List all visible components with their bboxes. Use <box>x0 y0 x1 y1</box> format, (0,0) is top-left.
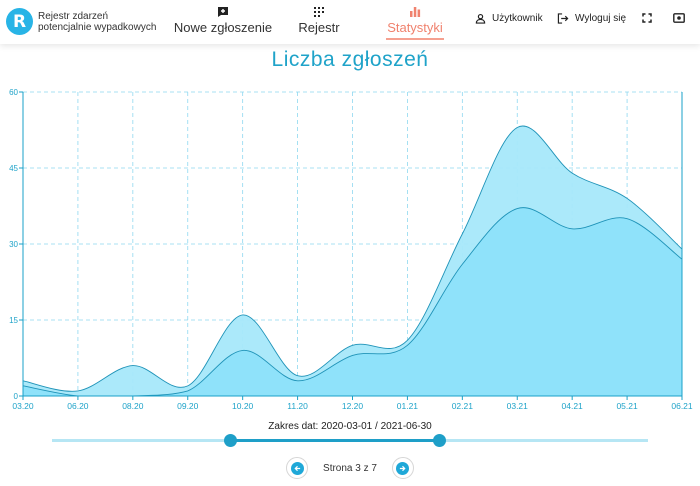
x-tick-label: 06.20 <box>67 401 89 411</box>
slider-selected-range <box>230 439 440 442</box>
money-icon <box>673 13 685 23</box>
logout-button[interactable]: Wyloguj się <box>557 13 626 24</box>
x-tick-label: 03.21 <box>507 401 529 411</box>
user-icon <box>475 13 486 24</box>
fullscreen-icon <box>642 13 652 23</box>
prev-page-button[interactable] <box>286 457 309 479</box>
nav-statistics[interactable]: Statystyki <box>386 6 444 40</box>
slider-end-handle[interactable] <box>432 434 446 447</box>
date-range-label: Zakres dat: 2020-03-01 / 2021-06-30 <box>268 421 432 432</box>
fullscreen-button[interactable] <box>642 13 658 23</box>
user-button[interactable]: Użytkownik <box>475 13 543 24</box>
top-bar: R Rejestr zdarzeń potencjalnie wypadkowy… <box>0 0 700 44</box>
pagination: Strona 3 z 7 <box>0 457 700 479</box>
currency-button[interactable] <box>673 13 691 23</box>
y-tick-label: 15 <box>9 316 18 325</box>
logout-label: Wyloguj się <box>575 13 627 24</box>
next-page-button[interactable] <box>391 457 414 479</box>
area-lower <box>23 207 682 396</box>
arrow-right-icon <box>400 465 407 471</box>
x-tick-label: 08.20 <box>122 401 144 411</box>
page-indicator: Strona 3 z 7 <box>323 462 377 474</box>
logout-icon <box>557 13 569 24</box>
app-name: Rejestr zdarzeń potencjalnie wypadkowych <box>38 11 157 33</box>
x-tick-label: 11.20 <box>287 401 308 411</box>
report-count-chart: 0 15 30 45 60 03.20 06.20 08.20 09.20 10.20 11.20 1… <box>9 88 693 411</box>
x-tick-label: 12.20 <box>342 401 364 411</box>
slider-start-handle[interactable] <box>224 434 238 447</box>
x-tick-label: 06.21 <box>671 401 693 411</box>
x-tick-label: 09.20 <box>177 401 199 411</box>
y-tick-label: 0 <box>14 392 19 401</box>
date-range-slider[interactable] <box>52 434 648 447</box>
nav-statistics-label: Statystyki <box>387 20 443 35</box>
x-tick-label: 05.21 <box>616 401 638 411</box>
x-tick-label: 10.20 <box>232 401 254 411</box>
series-line-upper <box>22 125 683 392</box>
add-comment-icon <box>218 7 228 17</box>
page-title: Liczba zgłoszeń <box>271 48 429 71</box>
x-tick-label: 04.21 <box>562 401 584 411</box>
nav-new-report[interactable]: Nowe zgłoszenie <box>174 6 272 40</box>
nav-register-label: Rejestr <box>298 20 340 35</box>
y-tick-label: 60 <box>9 88 18 97</box>
bar-chart-icon <box>410 7 421 17</box>
y-tick-label: 30 <box>9 240 18 249</box>
x-tick-label: 01.21 <box>397 401 419 411</box>
x-tick-label: 03.20 <box>12 401 34 411</box>
app-logo[interactable]: R <box>6 8 33 35</box>
nav-register[interactable]: Rejestr <box>298 6 340 40</box>
grid-dots-icon <box>314 7 324 17</box>
arrow-left-icon <box>293 465 300 471</box>
user-label: Użytkownik <box>492 13 543 24</box>
y-tick-label: 45 <box>9 164 18 173</box>
nav-new-report-label: Nowe zgłoszenie <box>173 20 273 35</box>
x-tick-label: 02.21 <box>452 401 474 411</box>
